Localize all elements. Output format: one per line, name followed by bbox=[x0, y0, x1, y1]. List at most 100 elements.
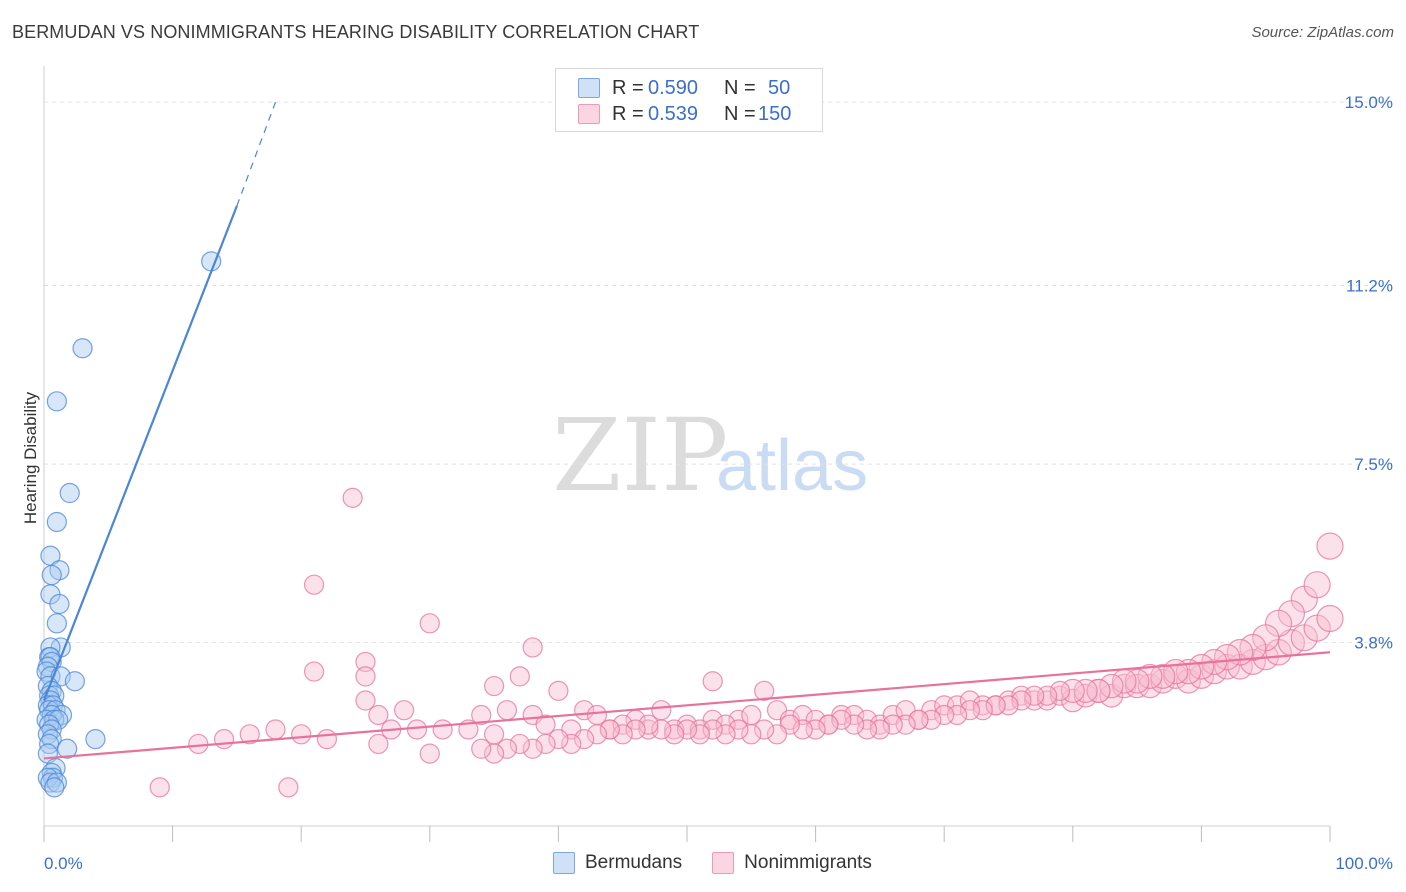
y-axis-label: Hearing Disability bbox=[21, 391, 40, 524]
series-legend: Bermudans Nonimmigrants bbox=[553, 852, 902, 874]
x-tick-label: 0.0% bbox=[44, 854, 83, 873]
point-nonimmigrants bbox=[368, 733, 389, 755]
point-nonimmigrants bbox=[818, 714, 839, 735]
point-nonimmigrants bbox=[934, 704, 955, 726]
point-nonimmigrants bbox=[1176, 668, 1201, 694]
point-nonimmigrants bbox=[599, 719, 620, 740]
point-nonimmigrants bbox=[702, 671, 723, 692]
legend-swatch-nonimmigrants bbox=[712, 852, 735, 874]
point-nonimmigrants bbox=[355, 666, 376, 687]
point-bermudans bbox=[49, 593, 70, 615]
y-tick-label: 3.8% bbox=[1354, 634, 1393, 653]
point-nonimmigrants bbox=[522, 637, 543, 658]
legend-label-nonimmigrants: Nonimmigrants bbox=[744, 852, 872, 873]
point-nonimmigrants bbox=[303, 661, 325, 682]
point-nonimmigrants bbox=[1303, 571, 1331, 599]
point-nonimmigrants bbox=[1316, 532, 1344, 560]
point-nonimmigrants bbox=[484, 743, 505, 764]
legend-swatch-bermudans bbox=[578, 78, 600, 98]
legend-n-value: 50 bbox=[768, 76, 791, 99]
point-nonimmigrants bbox=[1011, 690, 1032, 711]
point-nonimmigrants bbox=[303, 574, 325, 595]
point-nonimmigrants bbox=[908, 709, 929, 730]
point-nonimmigrants bbox=[1099, 673, 1124, 699]
point-nonimmigrants bbox=[355, 690, 376, 711]
point-nonimmigrants bbox=[342, 487, 363, 508]
point-nonimmigrants bbox=[484, 675, 505, 697]
point-nonimmigrants bbox=[1316, 604, 1344, 633]
point-nonimmigrants bbox=[625, 719, 646, 740]
point-nonimmigrants bbox=[1137, 663, 1163, 689]
point-nonimmigrants bbox=[239, 724, 260, 745]
point-bermudans bbox=[64, 671, 85, 692]
point-nonimmigrants bbox=[265, 719, 286, 740]
point-nonimmigrants bbox=[509, 733, 530, 755]
point-nonimmigrants bbox=[754, 680, 775, 701]
point-nonimmigrants bbox=[831, 709, 852, 730]
y-tick-label: 11.2% bbox=[1346, 277, 1393, 296]
point-nonimmigrants bbox=[754, 719, 775, 740]
legend-swatch-nonimmigrants bbox=[578, 104, 600, 124]
point-nonimmigrants bbox=[651, 719, 672, 740]
point-nonimmigrants bbox=[548, 729, 569, 750]
point-nonimmigrants bbox=[522, 738, 543, 759]
point-nonimmigrants bbox=[792, 719, 813, 740]
point-nonimmigrants bbox=[1137, 673, 1163, 699]
legend-item-bermudans[interactable]: Bermudans bbox=[553, 852, 682, 874]
legend-r-label: R = bbox=[612, 76, 644, 99]
point-nonimmigrants bbox=[844, 714, 865, 735]
legend-swatch-bermudans bbox=[553, 852, 575, 874]
point-nonimmigrants bbox=[1150, 663, 1176, 689]
point-nonimmigrants bbox=[291, 724, 312, 745]
point-bermudans bbox=[59, 482, 80, 504]
chart-title: BERMUDAN VS NONIMMIGRANTS HEARING DISABI… bbox=[12, 22, 700, 42]
point-nonimmigrants bbox=[1049, 680, 1071, 701]
point-nonimmigrants bbox=[676, 719, 698, 740]
point-nonimmigrants bbox=[1024, 685, 1045, 706]
legend-n-label: N = bbox=[724, 102, 756, 125]
point-nonimmigrants bbox=[1073, 678, 1098, 703]
point-nonimmigrants bbox=[728, 719, 749, 740]
point-bermudans bbox=[41, 564, 62, 586]
point-nonimmigrants bbox=[188, 733, 209, 755]
source-label: Source: ZipAtlas.com bbox=[1251, 24, 1394, 41]
y-tick-label: 7.5% bbox=[1354, 455, 1393, 474]
point-nonimmigrants bbox=[355, 651, 376, 673]
point-bermudans bbox=[57, 738, 78, 759]
point-nonimmigrants bbox=[882, 714, 903, 735]
point-nonimmigrants bbox=[419, 743, 440, 764]
point-bermudans bbox=[44, 777, 65, 798]
watermark-atlas: atlas bbox=[716, 426, 868, 506]
point-nonimmigrants bbox=[278, 777, 299, 798]
point-nonimmigrants bbox=[586, 724, 608, 745]
legend-r-label: R = bbox=[612, 102, 644, 125]
point-nonimmigrants bbox=[561, 733, 582, 755]
point-nonimmigrants bbox=[496, 738, 518, 759]
point-nonimmigrants bbox=[393, 700, 415, 721]
point-bermudans bbox=[46, 613, 67, 634]
point-nonimmigrants bbox=[1086, 678, 1111, 703]
point-nonimmigrants bbox=[985, 695, 1006, 716]
point-nonimmigrants bbox=[316, 729, 338, 750]
point-bermudans bbox=[46, 511, 67, 533]
legend-n-label: N = bbox=[724, 76, 756, 99]
legend-item-nonimmigrants[interactable]: Nonimmigrants bbox=[712, 852, 872, 874]
legend-row-nonimmigrants: R = 0.539 N = 150 bbox=[578, 102, 791, 126]
point-nonimmigrants bbox=[149, 777, 170, 798]
point-nonimmigrants bbox=[715, 724, 736, 745]
legend-label-bermudans: Bermudans bbox=[585, 852, 683, 873]
point-nonimmigrants bbox=[471, 738, 492, 759]
legend-row-bermudans: R = 0.590 N = 50 bbox=[578, 76, 790, 100]
point-nonimmigrants bbox=[406, 719, 428, 740]
watermark-zip: ZIP bbox=[552, 397, 728, 514]
point-bermudans bbox=[46, 391, 67, 412]
stats-legend: R = 0.590 N = 50 R = 0.539 N = 150 bbox=[555, 68, 823, 132]
point-nonimmigrants bbox=[1188, 653, 1215, 680]
point-nonimmigrants bbox=[368, 704, 389, 726]
point-bermudans bbox=[72, 338, 93, 359]
point-bermudans bbox=[48, 709, 69, 730]
point-nonimmigrants bbox=[1124, 668, 1150, 694]
point-nonimmigrants bbox=[638, 714, 659, 735]
trendline-bermudans bbox=[42, 205, 238, 701]
